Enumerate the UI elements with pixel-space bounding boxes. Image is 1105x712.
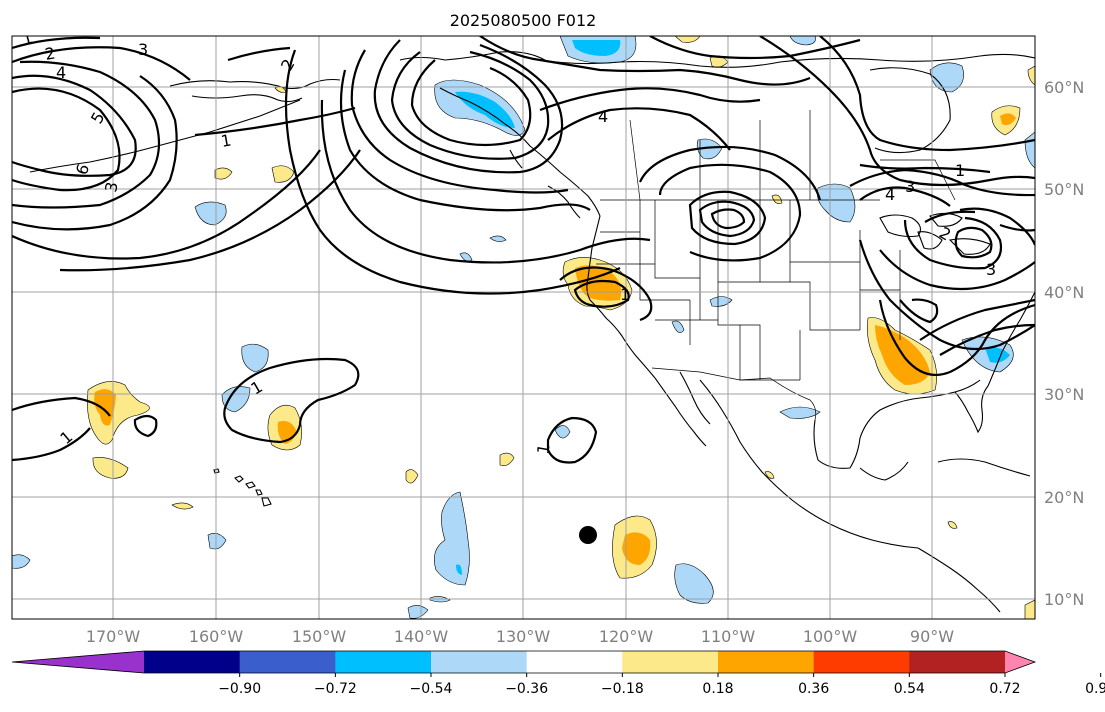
contour-label: 1 <box>219 130 232 150</box>
lon-label: 170°W <box>86 627 141 646</box>
colorbar-segment <box>718 651 815 673</box>
lon-label: 140°W <box>394 627 449 646</box>
contour-label: 1 <box>20 28 35 49</box>
blue-patch <box>817 183 856 223</box>
contour-label: 3 <box>905 177 915 196</box>
warm-patch <box>1000 113 1016 126</box>
lat-label: 40°N <box>1044 283 1084 302</box>
colorbar-tick-label: 0.36 <box>798 681 829 697</box>
graticule <box>12 36 1035 619</box>
colorbar-outline <box>11 650 1037 674</box>
colorbar-segment <box>431 651 528 673</box>
blue-patch <box>241 343 269 373</box>
blue-patch <box>671 320 685 333</box>
blue-patch <box>985 347 1010 363</box>
warm-patch <box>92 457 129 479</box>
colorbar-segment <box>239 651 336 673</box>
coastlines <box>29 51 1035 613</box>
lon-label: 110°W <box>701 627 756 646</box>
colorbar-segment <box>335 651 432 673</box>
map-frame <box>11 35 1036 620</box>
colorbar-segment <box>144 651 241 673</box>
map-title: 2025080500 F012 <box>450 11 597 30</box>
warm-patch <box>271 165 295 183</box>
blue-patch <box>674 563 714 604</box>
contour-label: 4 <box>598 107 608 126</box>
lon-label: 150°W <box>292 627 347 646</box>
contour-label: 1 <box>620 285 630 304</box>
colorbar-extend-low <box>12 651 144 673</box>
contour-label: 4 <box>885 185 895 204</box>
blue-patch <box>434 491 470 586</box>
warm-patch <box>771 194 783 204</box>
colorbar-extend-high <box>1005 651 1035 673</box>
colorbar: −0.90 −0.72 −0.54 −0.36 −0.18 0.18 0.36 0.54 0.7… <box>11 650 1105 697</box>
blue-patch <box>459 252 473 262</box>
lat-label: 20°N <box>1044 488 1084 507</box>
colorbar-tick-label: −0.36 <box>505 681 548 697</box>
colorbar-tick-label: −0.54 <box>410 681 453 697</box>
colorbar-tick-label: 0.18 <box>702 681 733 697</box>
blue-patch <box>572 40 621 56</box>
colorbar-segment <box>813 651 910 673</box>
warm-patch <box>622 532 651 565</box>
blue-patch <box>456 564 462 575</box>
blue-patch <box>207 533 227 550</box>
lon-label: 160°W <box>189 627 244 646</box>
warm-patch <box>171 502 194 510</box>
colorbar-tick-label: −0.18 <box>601 681 644 697</box>
longitude-labels: 170°W 160°W 150°W 140°W 130°W 120°W 110°… <box>86 627 954 646</box>
colorbar-tick-label: −0.72 <box>314 681 357 697</box>
colorbar-tick-label: −0.90 <box>218 681 261 697</box>
contour-label: 3 <box>101 180 121 193</box>
latitude-labels: 60°N 50°N 40°N 30°N 20°N 10°N <box>1044 78 1084 609</box>
blue-patch <box>789 36 816 46</box>
warm-patch <box>94 389 116 426</box>
contour-label: 1 <box>533 442 553 455</box>
colorbar-segment <box>526 651 623 673</box>
lon-label: 90°W <box>910 627 954 646</box>
contour-label: 1 <box>955 161 965 180</box>
colorbar-segment <box>622 651 719 673</box>
contour-label: 2 <box>43 43 56 63</box>
colorbar-tick-label: 0.54 <box>894 681 925 697</box>
lon-label: 130°W <box>496 627 551 646</box>
warm-patch <box>405 469 419 484</box>
colorbar-segment <box>909 651 1006 673</box>
lon-label: 120°W <box>599 627 654 646</box>
warm-patch <box>1027 65 1035 86</box>
blue-patch <box>194 201 227 226</box>
blue-patch <box>407 605 429 619</box>
contour-label: 3 <box>986 260 996 279</box>
blue-patch <box>709 296 733 307</box>
storm-center-dot <box>579 526 597 544</box>
blue-patch <box>12 554 31 569</box>
contour-label: 4 <box>56 63 66 82</box>
warm-patch <box>214 167 233 180</box>
contour-lines <box>12 36 1035 464</box>
warm-patch <box>947 521 958 529</box>
lat-label: 30°N <box>1044 385 1084 404</box>
warm-patch <box>499 452 515 466</box>
colorbar-tick-label: 0.90 <box>1085 681 1105 697</box>
lat-label: 10°N <box>1044 590 1084 609</box>
lat-label: 60°N <box>1044 78 1084 97</box>
blue-patch <box>554 425 571 439</box>
blue-patch <box>779 406 821 419</box>
warm-patch <box>1024 599 1035 619</box>
contour-label: 3 <box>138 40 148 59</box>
warm-patch <box>764 471 775 479</box>
colorbar-tick-label: 0.72 <box>989 681 1020 697</box>
map-layers: 1 2 3 4 5 6 3 1 1 1 2 4 4 3 1 2 3 1 1 <box>12 28 1035 619</box>
lat-label: 50°N <box>1044 180 1084 199</box>
blue-patch <box>489 235 507 242</box>
lon-label: 100°W <box>803 627 858 646</box>
